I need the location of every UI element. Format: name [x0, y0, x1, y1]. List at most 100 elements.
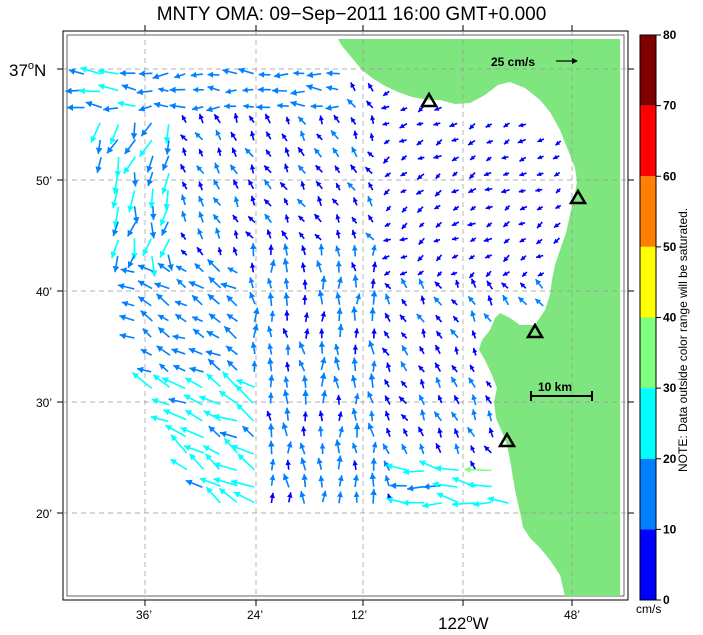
current-vector [267, 277, 273, 289]
current-vector [483, 445, 492, 454]
current-vector [502, 294, 510, 306]
current-vector [112, 221, 119, 237]
current-vector [382, 121, 390, 126]
current-vector [179, 163, 187, 173]
current-vector [213, 477, 239, 487]
lat-label-20: 20’ [36, 507, 52, 521]
current-vector [416, 313, 425, 323]
current-vector [163, 190, 170, 211]
current-vector [302, 295, 308, 305]
reference-vector-label: 25 cm/s [491, 55, 535, 69]
current-vector [157, 326, 171, 338]
current-vector [269, 310, 276, 322]
current-vector [555, 187, 561, 194]
current-vector [433, 238, 441, 243]
current-vector [350, 374, 357, 388]
current-vector [293, 70, 305, 77]
current-vector [119, 69, 136, 77]
current-vector [352, 274, 359, 288]
current-vector [299, 130, 306, 142]
frame-ticks [57, 25, 634, 606]
current-vector [182, 147, 187, 157]
current-vector [299, 490, 306, 504]
current-vector [433, 121, 441, 127]
current-vector [117, 283, 135, 290]
current-vector [256, 103, 271, 111]
current-vector [207, 71, 220, 78]
current-vector [468, 122, 476, 130]
current-vector [436, 492, 458, 503]
colorbar-band [640, 246, 656, 318]
current-vector [383, 188, 391, 196]
current-vector [180, 249, 188, 256]
current-vector [313, 147, 323, 158]
colorbar-band [640, 388, 656, 459]
current-vector [432, 481, 458, 488]
current-vector [331, 198, 339, 206]
current-vector [352, 474, 360, 488]
current-vector [326, 70, 340, 77]
current-vector [163, 124, 171, 144]
colorbar-tick-label: 70 [663, 99, 677, 113]
current-vector [435, 139, 443, 146]
current-vector [416, 139, 424, 146]
current-vector [191, 105, 204, 112]
current-vector [316, 457, 323, 470]
current-vector [283, 292, 290, 306]
current-vector [207, 293, 220, 305]
current-vector [467, 295, 476, 306]
current-vector [137, 295, 152, 307]
current-vector [401, 298, 408, 307]
current-vector [138, 105, 152, 112]
current-vector [247, 215, 256, 224]
current-vector [537, 137, 545, 143]
current-vector [381, 347, 390, 356]
current-vector [334, 439, 342, 454]
current-vector [502, 171, 510, 176]
current-vector [351, 306, 358, 321]
current-vector [68, 68, 85, 75]
current-vector [435, 314, 443, 323]
current-vector [237, 67, 254, 75]
current-vector [450, 271, 458, 276]
current-vector [454, 346, 460, 355]
current-vector [157, 262, 171, 273]
current-vector [172, 364, 186, 372]
current-vector [299, 442, 306, 455]
current-vector [302, 389, 309, 405]
current-vector [126, 221, 137, 237]
station-marker [525, 322, 545, 339]
current-vector [85, 100, 103, 109]
current-vector [433, 411, 442, 422]
current-vector [207, 358, 221, 371]
current-vector [202, 445, 220, 455]
current-vector [384, 282, 392, 290]
current-vector [212, 213, 221, 224]
current-vector [271, 87, 288, 95]
current-vector [284, 310, 290, 321]
current-vector [335, 292, 342, 305]
current-vector [250, 243, 257, 257]
current-vector [335, 229, 341, 239]
current-vector [155, 293, 170, 307]
current-vector [267, 392, 274, 404]
current-vector [273, 72, 289, 79]
current-vector [436, 271, 443, 277]
current-vector [206, 105, 220, 113]
colorbar-tick-label: 10 [663, 522, 677, 536]
current-vector [194, 262, 204, 273]
current-vector [306, 84, 322, 91]
current-vector [247, 179, 255, 190]
current-vector [284, 214, 290, 223]
current-vector [208, 425, 221, 438]
current-vector [297, 146, 305, 157]
current-vector [121, 300, 135, 307]
current-vector [352, 442, 358, 454]
current-vector [169, 86, 186, 94]
current-vector [336, 276, 343, 289]
current-vector [110, 239, 120, 259]
current-vector [452, 205, 460, 211]
current-vector [267, 325, 273, 338]
current-vector [467, 139, 476, 146]
current-vector [368, 373, 376, 388]
